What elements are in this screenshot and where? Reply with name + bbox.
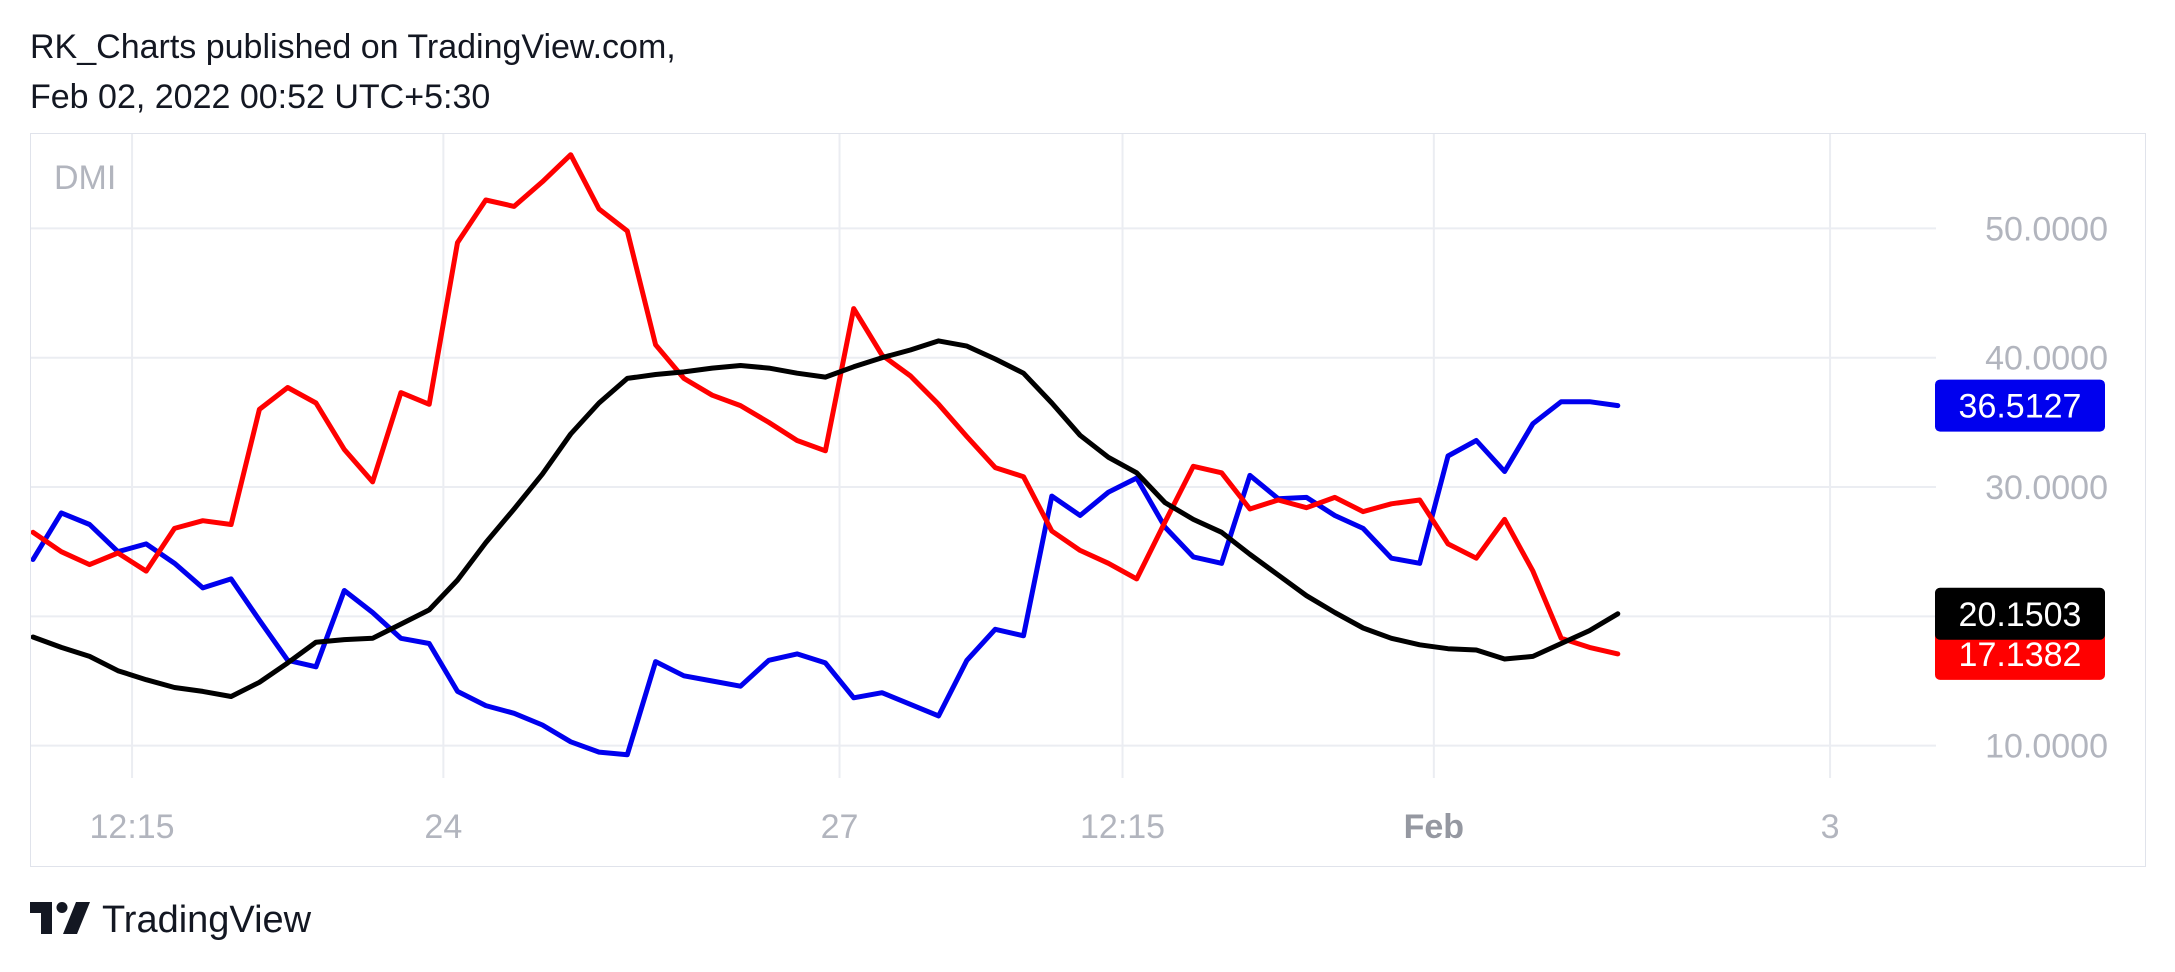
tradingview-logo-icon[interactable]: [30, 901, 90, 939]
y-tick-label: 30.0000: [1985, 469, 2108, 507]
x-tick-label: 24: [424, 808, 462, 846]
y-tick-label: 50.0000: [1985, 210, 2108, 248]
y-tick-label: 40.0000: [1985, 340, 2108, 378]
x-tick-label: 12:15: [1080, 808, 1165, 846]
dmi-chart: 10.0000 30.0000 40.0000 50.0000 12:15 24 27 12:…: [31, 134, 2108, 846]
brand-name[interactable]: TradingView: [102, 898, 312, 941]
last-value-label-plus_di: 36.5127: [1935, 379, 2105, 432]
publish-date: Feb 02, 2022 00:52 UTC+5:30: [30, 78, 491, 116]
last-value-badge: [1935, 587, 2105, 640]
x-tick-label: 3: [1821, 808, 1840, 846]
indicator-title: DMI: [54, 159, 116, 197]
chart-panel: 10.0000 30.0000 40.0000 50.0000 12:15 24 27 12:…: [30, 133, 2146, 867]
last-value-text: 17.1382: [1959, 636, 2082, 674]
series-line-plus_di: [31, 399, 1621, 758]
y-tick-label: 10.0000: [1985, 728, 2108, 766]
series-line-adx: [31, 338, 1621, 699]
last-value-label-minus_di: 17.1382: [1935, 627, 2105, 680]
publication-header: RK_Charts published on TradingView.com, …: [30, 22, 676, 122]
last-value-label-adx: 20.1503: [1935, 587, 2105, 640]
last-value-badge: [1935, 379, 2105, 432]
last-value-text: 36.5127: [1959, 388, 2082, 426]
publisher-line: RK_Charts published on TradingView.com,: [30, 28, 676, 66]
x-tick-label: 27: [821, 808, 859, 846]
series-line-minus_di: [31, 152, 1621, 657]
x-tick-label: Feb: [1404, 808, 1464, 846]
footer: TradingView: [30, 895, 311, 945]
last-value-text: 20.1503: [1959, 596, 2082, 634]
x-tick-label: 12:15: [90, 808, 175, 846]
last-value-badge: [1935, 627, 2105, 680]
